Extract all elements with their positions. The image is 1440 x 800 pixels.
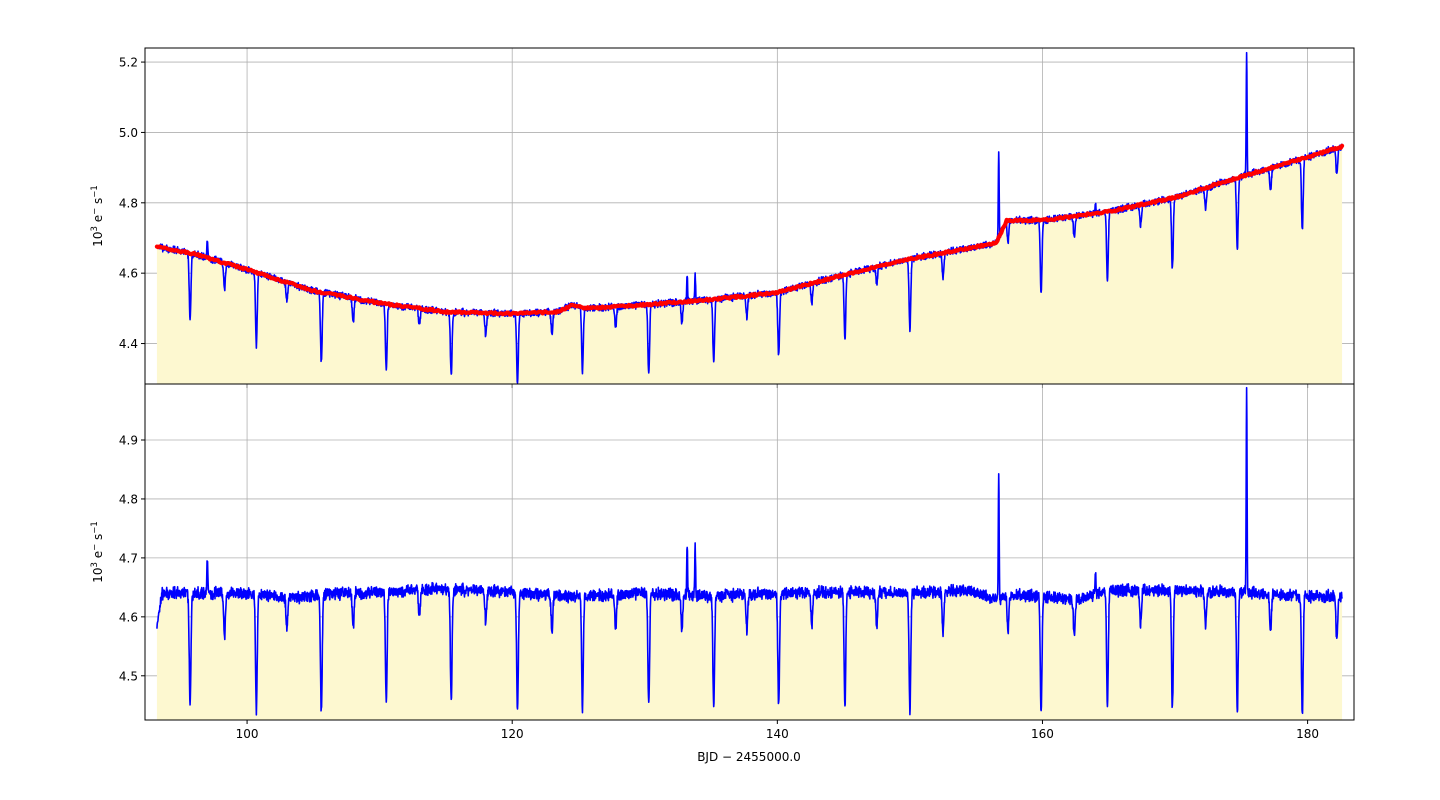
top-y-axis-label: 103 e− s−1: [90, 185, 105, 247]
top-fill-area: [156, 52, 1343, 384]
bottom-axes-frame: [144, 383, 1355, 721]
y-tick-label: 4.6: [119, 267, 138, 281]
y-tick-label: 5.0: [119, 126, 138, 140]
x-tick-label: 160: [1031, 727, 1054, 741]
y-tick-label: 4.7: [119, 551, 138, 565]
y-tick-label: 4.8: [119, 492, 138, 506]
x-tick-label: 100: [236, 727, 259, 741]
y-tick-label: 4.6: [119, 610, 138, 624]
y-tick-label: 4.5: [119, 669, 138, 683]
bottom-fill-area: [156, 387, 1343, 720]
y-tick-label: 4.8: [119, 196, 138, 210]
top-trend-fit-line: [154, 143, 1345, 317]
bottom-y-axis-ticks: 4.5 4.6 4.7 4.8 4.9: [119, 434, 145, 683]
bottom-detrended-flux-line: [156, 386, 1343, 716]
y-tick-label: 4.4: [119, 337, 138, 351]
y-tick-label: 4.9: [119, 434, 138, 448]
bottom-y-axis-label: 103 e− s−1: [90, 521, 105, 583]
bottom-panel: 4.5 4.6 4.7 4.8 4.9 100 120 140 160 180 103 e− s…: [90, 383, 1355, 764]
x-axis-label: BJD − 2455000.0: [697, 750, 801, 764]
x-tick-label: 140: [766, 727, 789, 741]
y-tick-label: 5.2: [119, 56, 138, 70]
top-raw-flux-line: [156, 51, 1343, 384]
x-tick-label: 180: [1296, 727, 1319, 741]
bottom-x-axis-ticks: 100 120 140 160 180: [236, 720, 1319, 741]
top-y-axis-ticks: 4.4 4.6 4.8 5.0 5.2: [119, 56, 145, 351]
x-tick-label: 120: [501, 727, 524, 741]
top-panel: 4.4 4.6 4.8 5.0 5.2 103 e− s−1: [90, 47, 1355, 388]
